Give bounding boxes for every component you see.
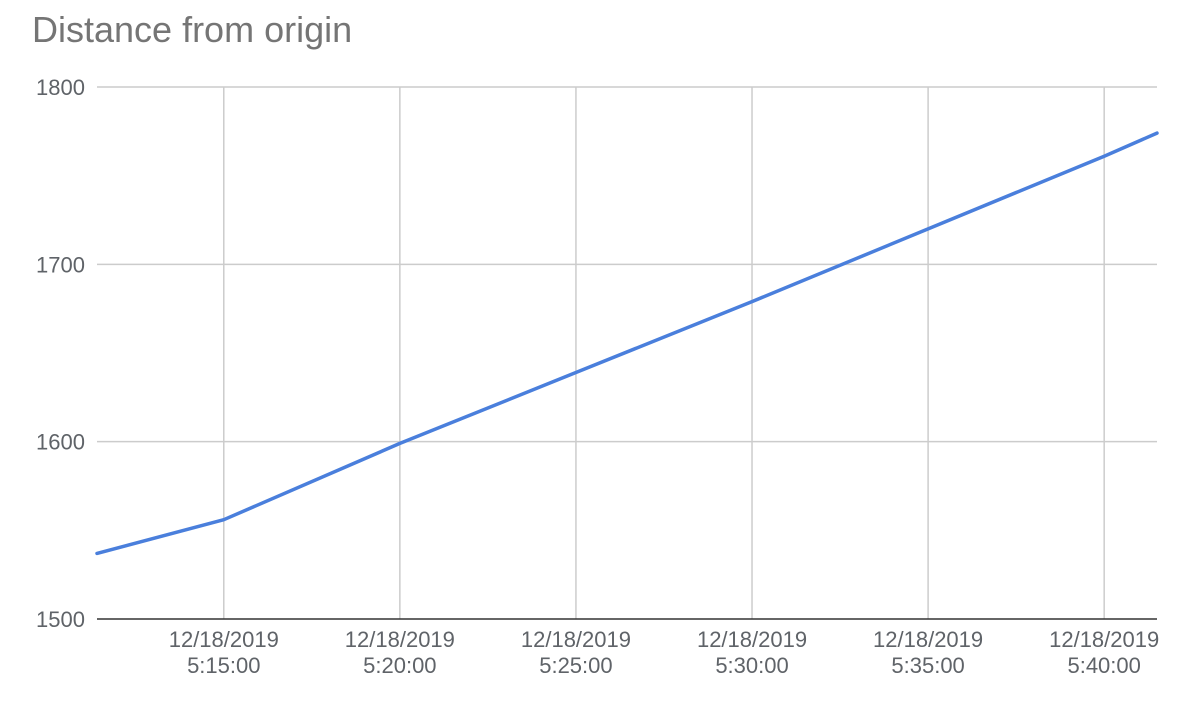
x-tick-label: 12/18/2019 5:30:00 bbox=[697, 627, 807, 678]
x-tick-time: 5:40:00 bbox=[1067, 653, 1140, 678]
x-tick-time: 5:25:00 bbox=[539, 653, 612, 678]
x-tick-label: 12/18/2019 5:15:00 bbox=[169, 627, 279, 678]
x-tick-label: 12/18/2019 5:35:00 bbox=[873, 627, 983, 678]
x-gridlines bbox=[223, 87, 1105, 619]
x-tick-time: 5:20:00 bbox=[363, 653, 436, 678]
x-tick-date: 12/18/2019 bbox=[1049, 627, 1159, 652]
x-tick-time: 5:35:00 bbox=[891, 653, 964, 678]
x-tick-date: 12/18/2019 bbox=[873, 627, 983, 652]
series-line bbox=[95, 131, 1159, 556]
series-layer bbox=[95, 131, 1159, 556]
x-tick-date: 12/18/2019 bbox=[697, 627, 807, 652]
x-tick-label: 12/18/2019 5:40:00 bbox=[1049, 627, 1159, 678]
y-tick-label: 1700 bbox=[36, 252, 85, 277]
x-tick-label: 12/18/2019 5:20:00 bbox=[345, 627, 455, 678]
x-tick-label: 12/18/2019 5:25:00 bbox=[521, 627, 631, 678]
y-tick-label: 1800 bbox=[36, 75, 85, 100]
x-tick-date: 12/18/2019 bbox=[345, 627, 455, 652]
y-axis-tick-labels: 1500 1600 1700 1800 bbox=[36, 75, 85, 632]
x-tick-time: 5:15:00 bbox=[187, 653, 260, 678]
y-tick-label: 1500 bbox=[36, 607, 85, 632]
x-tick-date: 12/18/2019 bbox=[521, 627, 631, 652]
y-tick-label: 1600 bbox=[36, 430, 85, 455]
y-gridlines bbox=[97, 86, 1157, 443]
x-tick-date: 12/18/2019 bbox=[169, 627, 279, 652]
chart-title: Distance from origin bbox=[32, 9, 352, 50]
x-tick-time: 5:30:00 bbox=[715, 653, 788, 678]
